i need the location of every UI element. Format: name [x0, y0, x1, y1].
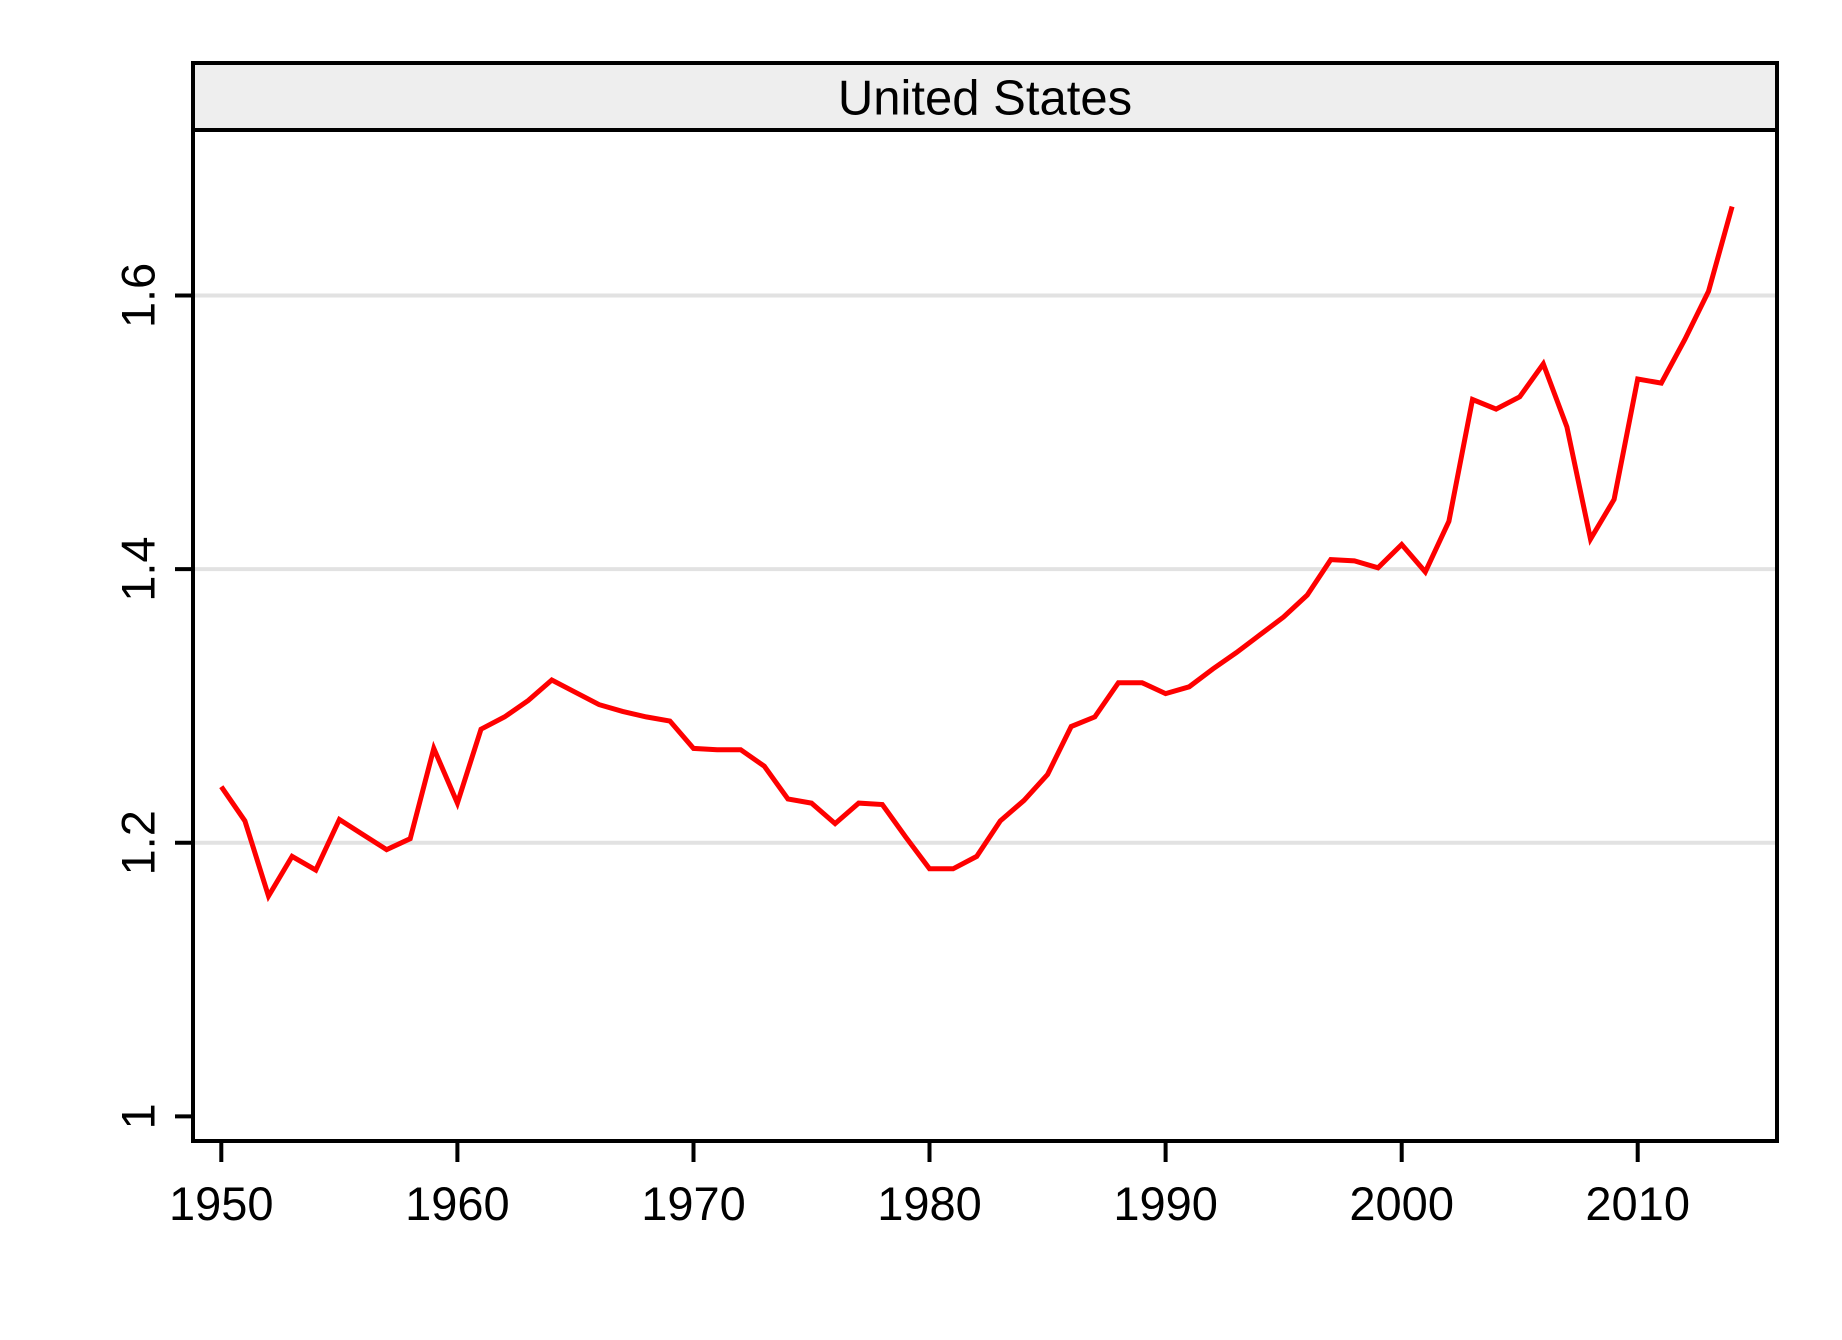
x-tick-label: 1960: [405, 1177, 510, 1230]
y-tick-label: 1.4: [112, 536, 165, 601]
y-tick-label: 1.2: [112, 810, 165, 875]
axes-layer: 1 1.2 1.4 1.6 1950 1960 1970 1980 1990 2000 2010: [112, 263, 1690, 1230]
series-line-united-states: [219, 205, 1735, 903]
chart-title: United States: [838, 72, 1132, 126]
y-tick-label: 1: [112, 1103, 165, 1129]
x-tick-label: 1980: [877, 1177, 982, 1230]
x-tick-label: 2000: [1349, 1177, 1454, 1230]
x-tick-label: 1970: [641, 1177, 746, 1230]
title-band: [191, 61, 1779, 132]
x-tick-label: 2010: [1585, 1177, 1690, 1230]
plot-frame: [191, 128, 1779, 1143]
x-tick-label: 1950: [169, 1177, 274, 1230]
x-tick-label: 1990: [1113, 1177, 1218, 1230]
y-tick-label: 1.6: [112, 263, 165, 328]
series-layer: [219, 205, 1735, 903]
